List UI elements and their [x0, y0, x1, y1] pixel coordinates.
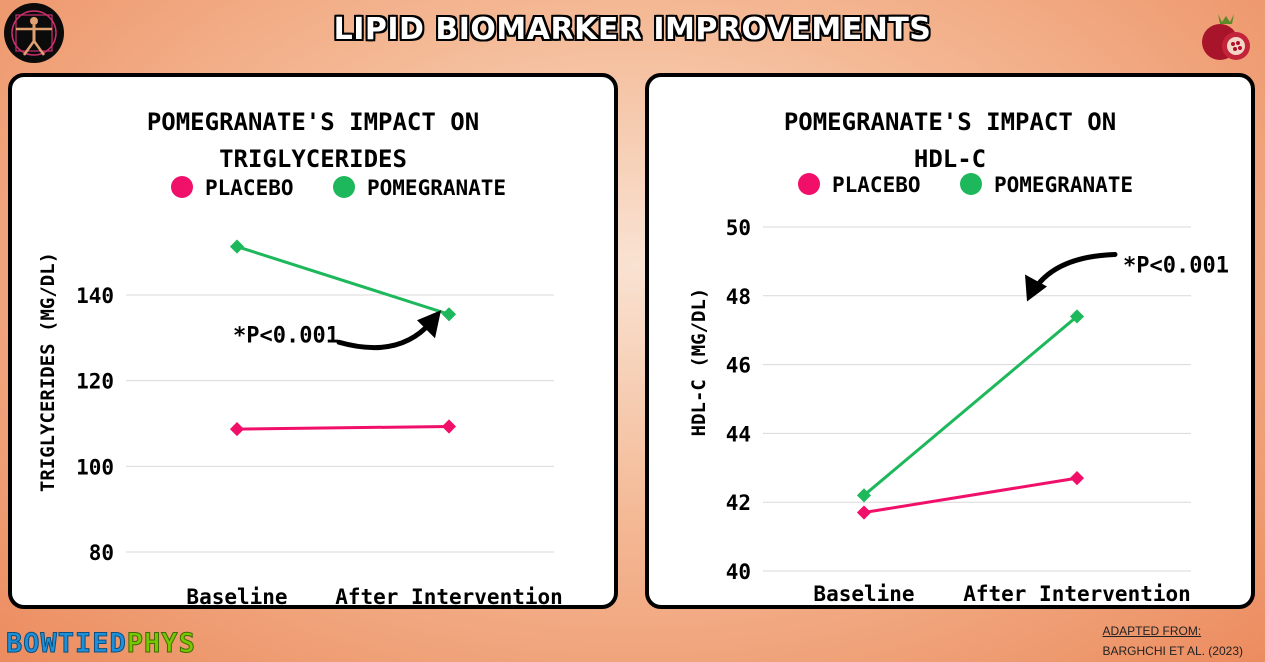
y-tick-label: 48	[726, 285, 751, 309]
series-line	[863, 315, 1078, 497]
legend-swatch	[960, 173, 982, 195]
legend-label: PLACEBO	[205, 176, 294, 200]
triglycerides-chart: POMEGRANATE'S IMPACT ON TRIGLYCERIDES PLAC…	[37, 108, 563, 605]
legend-swatch	[333, 176, 355, 198]
x-category-label: After Intervention	[963, 582, 1191, 605]
vitruvian-man-icon	[4, 3, 64, 63]
x-category-label: After Intervention	[335, 585, 563, 605]
source-label: ADAPTED FROM:	[1102, 624, 1202, 638]
series-line	[236, 245, 450, 316]
chart-title-line: HDL-C	[914, 145, 986, 173]
data-point	[441, 307, 457, 322]
data-point	[229, 421, 245, 437]
data-point	[441, 419, 457, 434]
source-reference: BARGHCHI ET AL. (2023)	[1102, 644, 1244, 658]
chart-title-line: POMEGRANATE'S IMPACT ON	[147, 108, 479, 136]
pomegranate-icon	[1196, 8, 1256, 64]
chart-title-line: POMEGRANATE'S IMPACT ON	[784, 108, 1116, 136]
y-tick-label: 120	[76, 370, 114, 394]
y-tick-label: 80	[89, 541, 114, 565]
arrow-head	[417, 310, 441, 339]
y-tick-label: 46	[726, 354, 751, 378]
data-point	[856, 505, 872, 520]
series-line	[863, 476, 1078, 515]
triglycerides-panel: POMEGRANATE'S IMPACT ON TRIGLYCERIDES PLAC…	[8, 73, 618, 609]
data-point	[229, 239, 245, 254]
annotation-label: *P<0.001	[233, 323, 339, 348]
y-tick-label: 100	[76, 455, 114, 479]
chart-title-line: TRIGLYCERIDES	[219, 145, 407, 173]
data-point	[1069, 471, 1085, 486]
annotation-arrow	[336, 319, 434, 351]
legend-label: PLACEBO	[832, 173, 921, 197]
hdl-panel: POMEGRANATE'S IMPACT ON HDL-C PLACEBO POMEG…	[645, 73, 1255, 609]
annotation-arrow	[1032, 251, 1118, 291]
y-tick-label: 140	[76, 284, 114, 308]
y-tick-label: 50	[726, 216, 751, 240]
y-axis-label: HDL-C (MG/DL)	[688, 288, 710, 437]
brand-logo: BOWTIEDPHYS	[6, 628, 196, 660]
arrow-head	[1025, 274, 1047, 302]
legend-label: POMEGRANATE	[367, 176, 506, 200]
legend-swatch	[171, 176, 193, 198]
y-tick-label: 44	[726, 422, 751, 446]
brand-part1: BOWTIED	[6, 628, 127, 660]
series-line	[236, 424, 450, 431]
y-axis-label: TRIGLYCERIDES (MG/DL)	[37, 252, 59, 492]
x-category-label: Baseline	[813, 582, 914, 605]
annotation-label: *P<0.001	[1123, 253, 1229, 278]
source-citation: ADAPTED FROM: BARGHCHI ET AL. (2023)	[1103, 621, 1244, 661]
y-tick-label: 40	[726, 560, 751, 584]
x-category-label: Baseline	[186, 585, 287, 605]
legend-swatch	[798, 173, 820, 195]
data-point	[856, 488, 872, 503]
page-title: LIPID BIOMARKER IMPROVEMENTS	[333, 12, 932, 47]
data-point	[1069, 309, 1085, 324]
brand-part2: PHYS	[126, 628, 196, 660]
legend-label: POMEGRANATE	[994, 173, 1133, 197]
y-tick-label: 42	[726, 491, 751, 515]
